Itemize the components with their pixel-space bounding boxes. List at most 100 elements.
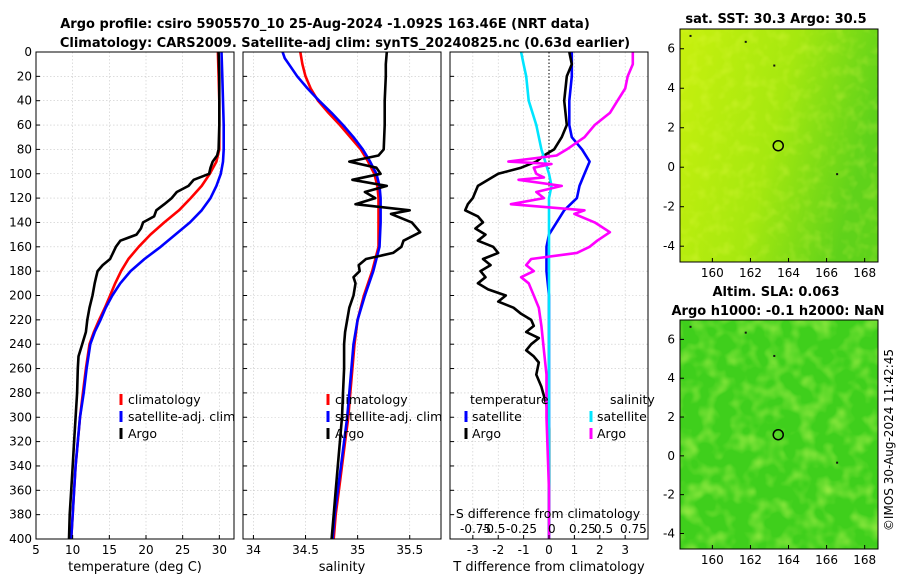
y-tick-label: 360	[9, 483, 32, 497]
x-tick-label: 30	[212, 543, 227, 557]
legend-label: satellite-adj. clim	[335, 409, 442, 424]
secondary-axis-label: S difference from climatology	[456, 506, 641, 521]
secondary-tick-label: 0.25	[569, 522, 596, 536]
x-tick-label: -1	[518, 543, 530, 557]
map-speckle	[836, 173, 839, 176]
salinity-panel: 34 34.5 35 35.5 salinity climatology satellite…	[242, 51, 442, 575]
secondary-tick-label: 0.5	[594, 522, 613, 536]
temperature-panel: 5 10 15 20 25 3002040608010012014016018020022…	[9, 45, 235, 575]
legend-label: satellite-adj. clim	[128, 409, 235, 424]
x-tick-label: 15	[102, 543, 117, 557]
map-x-tick-label: 166	[815, 553, 838, 567]
legend-label: climatology	[128, 392, 201, 407]
y-tick-label: 300	[9, 410, 32, 424]
y-tick-label: 220	[9, 313, 32, 327]
sla-map-subtitle: Argo h1000: -0.1 h2000: NaN	[671, 304, 884, 319]
sla-map-panel: Altim. SLA: 0.063 Argo h1000: -0.1 h2000…	[663, 285, 884, 567]
figure-title-line1: Argo profile: csiro 5905570_10 25-Aug-20…	[60, 17, 590, 32]
x-tick-label: -2	[492, 543, 504, 557]
x-tick-label: 20	[138, 543, 153, 557]
map-x-tick-label: 166	[815, 266, 838, 280]
y-tick-label: 160	[9, 240, 32, 254]
x-tick-label: -3	[467, 543, 479, 557]
map-speckle	[744, 331, 747, 334]
map-y-tick-label: 2	[667, 410, 675, 424]
map-x-tick-label: 168	[853, 553, 876, 567]
secondary-tick-label: -0.25	[506, 522, 537, 536]
map-y-tick-label: -4	[663, 526, 675, 540]
series-line-argo	[330, 51, 422, 540]
sst-map-panel: sat. SST: 30.3 Argo: 30.5 160 162 164 166 16…	[663, 12, 879, 280]
y-tick-label: 180	[9, 264, 32, 278]
series-line-s-argo	[507, 52, 635, 539]
y-tick-label: 380	[9, 508, 32, 522]
x-tick-label: 34	[246, 543, 261, 557]
map-x-tick-label: 164	[777, 553, 800, 567]
y-tick-label: 400	[9, 532, 32, 546]
y-tick-label: 260	[9, 362, 32, 376]
figure-title-line2: Climatology: CARS2009. Satellite-adj cli…	[60, 36, 630, 51]
secondary-tick-label: -0.5	[482, 522, 505, 536]
legend-label: Argo	[335, 426, 364, 441]
float-position-marker	[772, 428, 784, 441]
x-tick-label: 25	[175, 543, 190, 557]
x-tick-label: 35.5	[396, 543, 423, 557]
x-tick-label: 34.5	[292, 543, 319, 557]
x-tick-label: 10	[65, 543, 80, 557]
series-line-s-satellite	[519, 51, 553, 539]
legend-label: satellite	[597, 409, 647, 424]
x-tick-label: 35	[350, 543, 365, 557]
y-tick-label: 0	[24, 45, 32, 59]
y-tick-label: 120	[9, 191, 32, 205]
x-tick-label: 2	[596, 543, 604, 557]
map-y-tick-label: -2	[663, 488, 675, 502]
difference-panel: -3 -2 -1 0 1 2 3 T difference from climatology t…	[449, 51, 655, 575]
x-axis-label: temperature (deg C)	[68, 560, 202, 575]
sst-field-texture	[680, 29, 878, 262]
map-speckle	[744, 40, 747, 43]
map-y-tick-label: -2	[663, 200, 675, 214]
map-x-tick-label: 162	[739, 266, 762, 280]
map-y-tick-label: 6	[667, 332, 675, 346]
map-y-tick-label: 4	[667, 81, 675, 95]
y-tick-label: 80	[17, 142, 32, 156]
map-speckle	[836, 461, 839, 464]
imos-watermark: ©IMOS 30-Aug-2024 11:42:45	[882, 349, 896, 531]
y-tick-label: 40	[17, 94, 32, 108]
x-axis-label: T difference from climatology	[452, 560, 645, 575]
map-y-tick-label: 4	[667, 371, 675, 385]
secondary-tick-label: 0	[548, 522, 556, 536]
secondary-tick-label: -0.75	[460, 522, 491, 536]
legend-label: Argo	[472, 426, 501, 441]
series-line-satellite-adj-clim	[281, 51, 382, 540]
y-tick-label: 240	[9, 337, 32, 351]
x-tick-label: 0	[545, 543, 553, 557]
legend-label: Argo	[128, 426, 157, 441]
map-y-tick-label: 0	[667, 160, 675, 174]
y-tick-label: 140	[9, 215, 32, 229]
map-y-tick-label: 6	[667, 42, 675, 56]
legend-title-salinity: salinity	[610, 392, 655, 407]
y-tick-label: 280	[9, 386, 32, 400]
map-speckle	[773, 354, 776, 357]
float-position-marker	[772, 139, 784, 152]
x-tick-label: 1	[571, 543, 579, 557]
secondary-tick-label: 0.75	[620, 522, 647, 536]
map-y-tick-label: 0	[667, 449, 675, 463]
map-y-tick-label: 2	[667, 121, 675, 135]
y-tick-label: 340	[9, 459, 32, 473]
map-x-tick-label: 168	[853, 266, 876, 280]
map-speckle	[689, 325, 692, 328]
map-speckle	[689, 34, 692, 37]
series-line-satellite-adj-clim	[69, 51, 225, 540]
map-x-tick-label: 160	[701, 553, 724, 567]
y-tick-label: 100	[9, 167, 32, 181]
x-tick-label: 3	[621, 543, 629, 557]
map-x-tick-label: 160	[701, 266, 724, 280]
legend-label: climatology	[335, 392, 408, 407]
legend-label: satellite	[472, 409, 522, 424]
y-tick-label: 60	[17, 118, 32, 132]
map-x-tick-label: 162	[739, 553, 762, 567]
map-speckle	[773, 64, 776, 67]
